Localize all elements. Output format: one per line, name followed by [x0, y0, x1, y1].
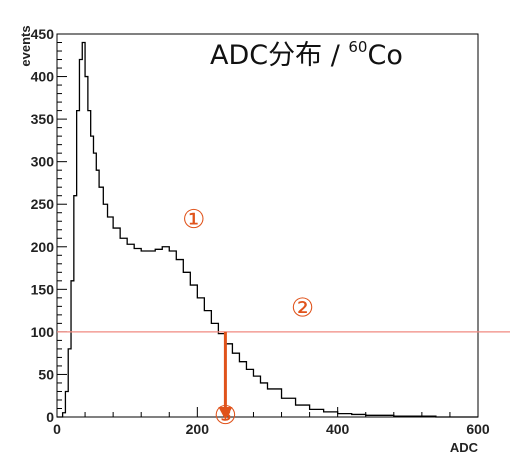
plot-frame — [56, 33, 479, 418]
annotation-marker: ① — [182, 205, 205, 235]
y-axis-label: events — [18, 25, 33, 66]
y-tick-label: 300 — [31, 154, 55, 170]
y-tick-label: 200 — [31, 239, 55, 255]
y-tick-label: 150 — [31, 281, 55, 297]
y-tick-label: 400 — [31, 69, 55, 85]
x-tick-label: 600 — [466, 421, 490, 437]
annotation-marker: ② — [291, 294, 314, 324]
x-tick-label: 400 — [326, 421, 350, 437]
y-tick-label: 350 — [31, 111, 55, 127]
y-tick-label: 450 — [31, 26, 55, 42]
x-axis-label: ADC — [450, 440, 479, 455]
y-tick-label: 250 — [31, 196, 55, 212]
y-tick-label: 50 — [38, 366, 54, 382]
chart-title: ADC分布 / 60Co — [210, 38, 403, 71]
y-tick-label: 0 — [46, 409, 54, 425]
threshold-arrow-head — [218, 407, 233, 420]
annotation-marker: ③ — [214, 401, 237, 431]
x-tick-label: 0 — [53, 421, 61, 437]
histogram-series-line — [57, 41, 478, 418]
y-tick-label: 100 — [31, 324, 55, 340]
x-tick-label: 200 — [186, 421, 210, 437]
